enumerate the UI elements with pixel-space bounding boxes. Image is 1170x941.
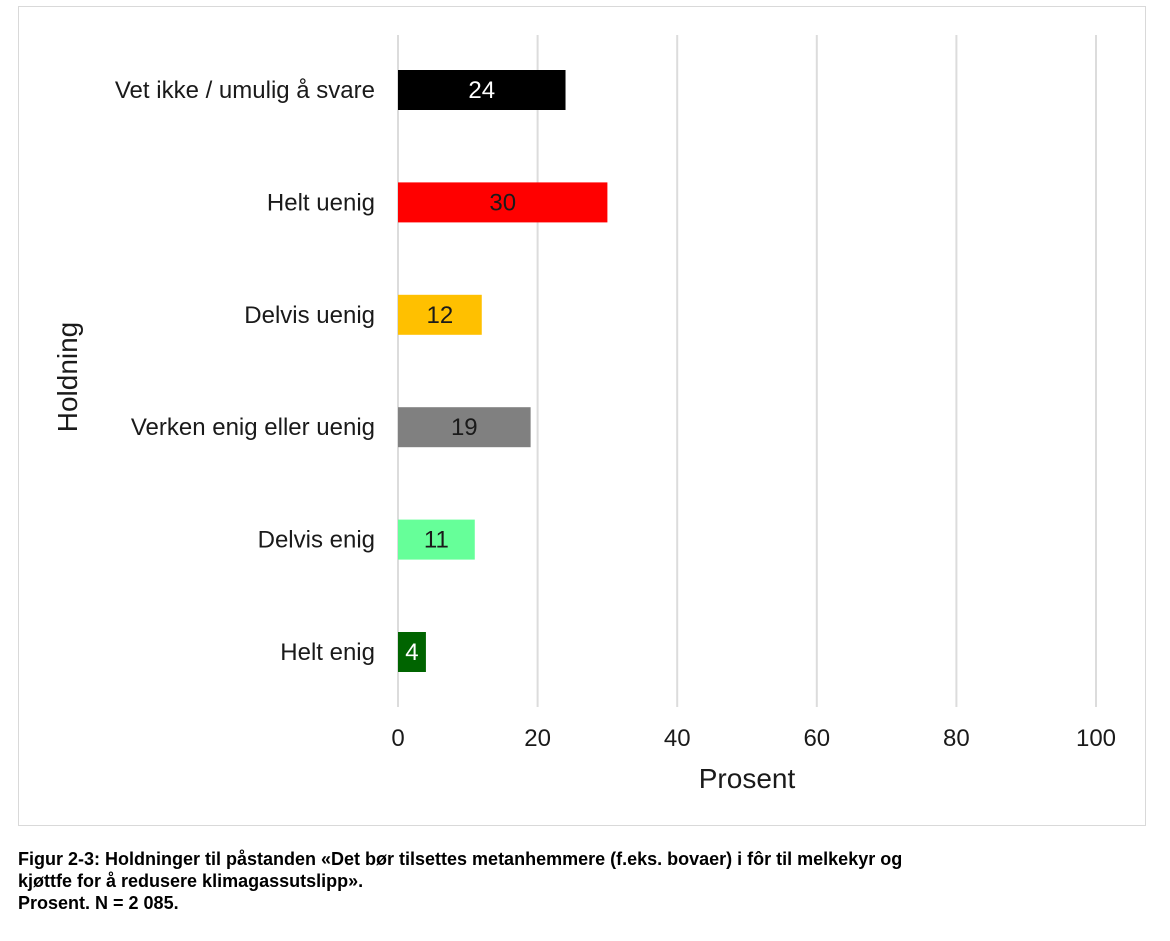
chart-frame: 24 30 12 19 11 4 Vet ikke / umulig å svare Hel… [18, 6, 1146, 826]
category-label: Verken enig eller uenig [131, 414, 375, 441]
bar-chart: 24 30 12 19 11 4 Vet ikke / umulig å svare Hel… [52, 35, 1116, 794]
bar [398, 632, 426, 672]
category-label: Helt uenig [267, 189, 375, 216]
bar [398, 519, 475, 560]
bar [398, 294, 482, 335]
x-axis-title: Prosent [699, 763, 796, 794]
category-label: Helt enig [280, 639, 375, 666]
bar [398, 70, 566, 110]
category-label: Delvis enig [258, 527, 375, 554]
data-label: 30 [489, 189, 516, 216]
x-tick-label: 40 [664, 725, 691, 752]
category-labels: Vet ikke / umulig å svare Helt uenig Delvi… [115, 77, 375, 666]
figure-caption: Figur 2-3: Holdninger til påstanden «Det… [18, 848, 1148, 914]
bar [398, 182, 608, 223]
data-label: 19 [451, 414, 478, 441]
x-tick-label: 0 [391, 725, 404, 752]
bars: 24 30 12 19 11 4 [398, 70, 608, 672]
bar [398, 407, 531, 448]
caption-line-3: Prosent. N = 2 085. [18, 893, 179, 913]
x-tick-label: 20 [524, 725, 551, 752]
y-axis-title: Holdning [52, 322, 83, 433]
x-tick-label: 100 [1076, 725, 1116, 752]
caption-line-1: Figur 2-3: Holdninger til påstanden «Det… [18, 849, 903, 869]
data-label: 24 [468, 77, 495, 104]
data-label: 12 [427, 302, 454, 329]
data-label: 4 [405, 639, 418, 666]
x-tick-labels: 0 20 40 60 80 100 [391, 725, 1116, 752]
x-tick-label: 80 [943, 725, 970, 752]
data-label: 11 [424, 527, 449, 554]
category-label: Vet ikke / umulig å svare [115, 77, 375, 104]
gridlines [397, 35, 1097, 707]
category-label: Delvis uenig [244, 302, 375, 329]
x-tick-label: 60 [803, 725, 830, 752]
caption-line-2: kjøttfe for å redusere klimagassutslipp»… [18, 871, 364, 891]
